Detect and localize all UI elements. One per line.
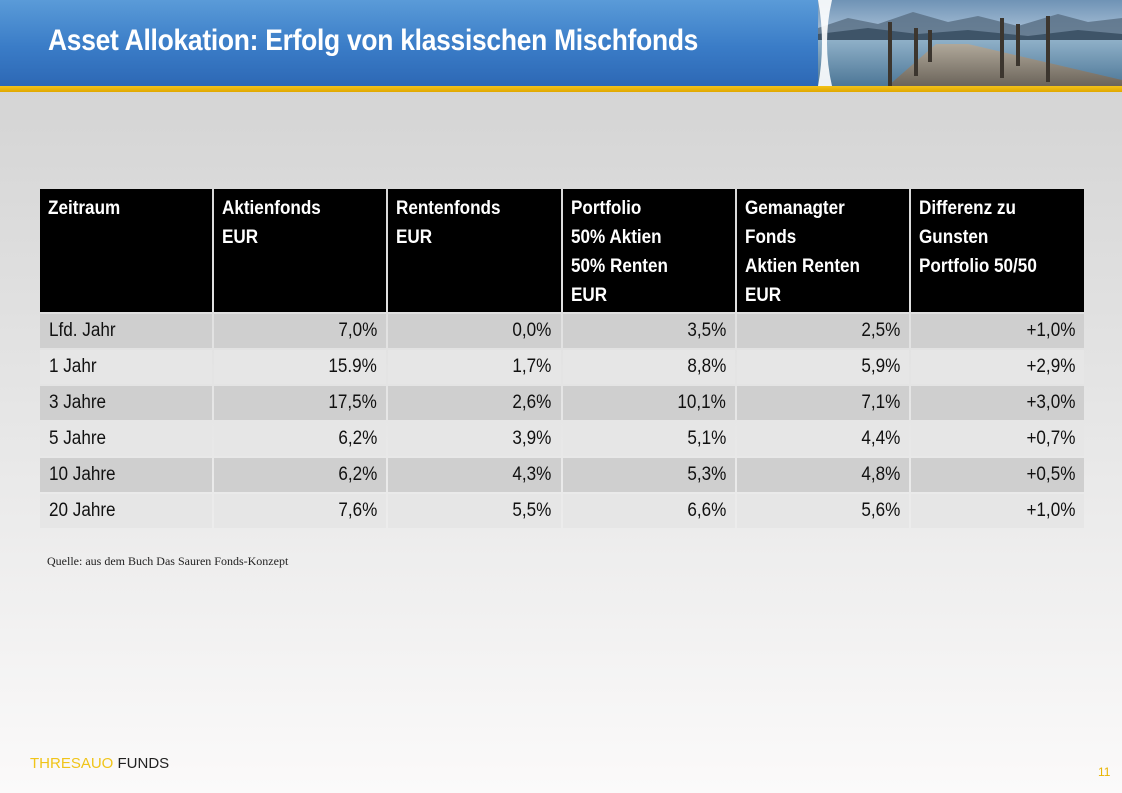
cell-portfolio: 5,3% [562,458,735,492]
cell-rentenfonds: 3,9% [388,422,561,456]
table-row: 5 Jahre 6,2% 3,9% 5,1% 4,4% +0,7% [40,422,1084,456]
table-header-row: Zeitraum Aktienfonds EUR Rentenfonds EUR P… [40,189,1084,312]
returns-table-container: Zeitraum Aktienfonds EUR Rentenfonds EUR P… [39,187,1085,530]
cell-zeitraum: 1 Jahr [40,350,212,384]
cell-differenz: +1,0% [911,494,1084,528]
cell-rentenfonds: 5,5% [388,494,561,528]
cell-differenz: +2,9% [911,350,1084,384]
cell-gemanagter-fonds: 7,1% [736,386,910,420]
cell-differenz: +0,5% [911,458,1084,492]
cell-zeitraum: 10 Jahre [40,458,212,492]
cell-portfolio: 3,5% [562,314,735,348]
cell-gemanagter-fonds: 5,9% [736,350,910,384]
cell-zeitraum: 5 Jahre [40,422,212,456]
cell-aktienfonds: 7,0% [213,314,387,348]
page-number: 11 [1098,765,1111,779]
brand-name-part2: FUNDS [113,755,170,772]
cell-gemanagter-fonds: 4,8% [736,458,910,492]
lake-pier-photo [818,0,1122,86]
cell-portfolio: 10,1% [562,386,735,420]
cell-rentenfonds: 0,0% [388,314,561,348]
cell-rentenfonds: 1,7% [388,350,561,384]
cell-zeitraum: 3 Jahre [40,386,212,420]
cell-aktienfonds: 7,6% [213,494,387,528]
accent-line [0,86,1122,92]
cell-portfolio: 6,6% [562,494,735,528]
brand-name-part1: THRESAUO [30,755,114,772]
cell-rentenfonds: 4,3% [388,458,561,492]
table-row: 3 Jahre 17,5% 2,6% 10,1% 7,1% +3,0% [40,386,1084,420]
cell-differenz: +1,0% [911,314,1084,348]
cell-aktienfonds: 6,2% [213,422,387,456]
table-row: 20 Jahre 7,6% 5,5% 6,6% 5,6% +1,0% [40,494,1084,528]
brand-logo: THRESAUO FUNDS [30,755,169,772]
cell-portfolio: 8,8% [562,350,735,384]
returns-table: Zeitraum Aktienfonds EUR Rentenfonds EUR P… [38,187,1086,530]
col-header-differenz: Differenz zu Gunsten Portfolio 50/50 [911,189,1084,312]
cell-differenz: +0,7% [911,422,1084,456]
cell-aktienfonds: 17,5% [213,386,387,420]
cell-zeitraum: Lfd. Jahr [40,314,212,348]
table-row: 1 Jahr 15.9% 1,7% 8,8% 5,9% +2,9% [40,350,1084,384]
table-row: 10 Jahre 6,2% 4,3% 5,3% 4,8% +0,5% [40,458,1084,492]
cell-gemanagter-fonds: 5,6% [736,494,910,528]
cell-rentenfonds: 2,6% [388,386,561,420]
cell-zeitraum: 20 Jahre [40,494,212,528]
col-header-portfolio: Portfolio 50% Aktien 50% Renten EUR [562,189,735,312]
slide-title: Asset Allokation: Erfolg von klassischen… [48,24,699,57]
col-header-gemanagter-fonds: Gemanagter Fonds Aktien Renten EUR [736,189,910,312]
source-note: Quelle: aus dem Buch Das Sauren Fonds-Ko… [47,554,289,568]
cell-aktienfonds: 15.9% [213,350,387,384]
cell-aktienfonds: 6,2% [213,458,387,492]
table-row: Lfd. Jahr 7,0% 0,0% 3,5% 2,5% +1,0% [40,314,1084,348]
cell-gemanagter-fonds: 4,4% [736,422,910,456]
col-header-rentenfonds: Rentenfonds EUR [388,189,561,312]
cell-differenz: +3,0% [911,386,1084,420]
cell-portfolio: 5,1% [562,422,735,456]
col-header-zeitraum: Zeitraum [40,189,212,312]
col-header-aktienfonds: Aktienfonds EUR [213,189,387,312]
cell-gemanagter-fonds: 2,5% [736,314,910,348]
